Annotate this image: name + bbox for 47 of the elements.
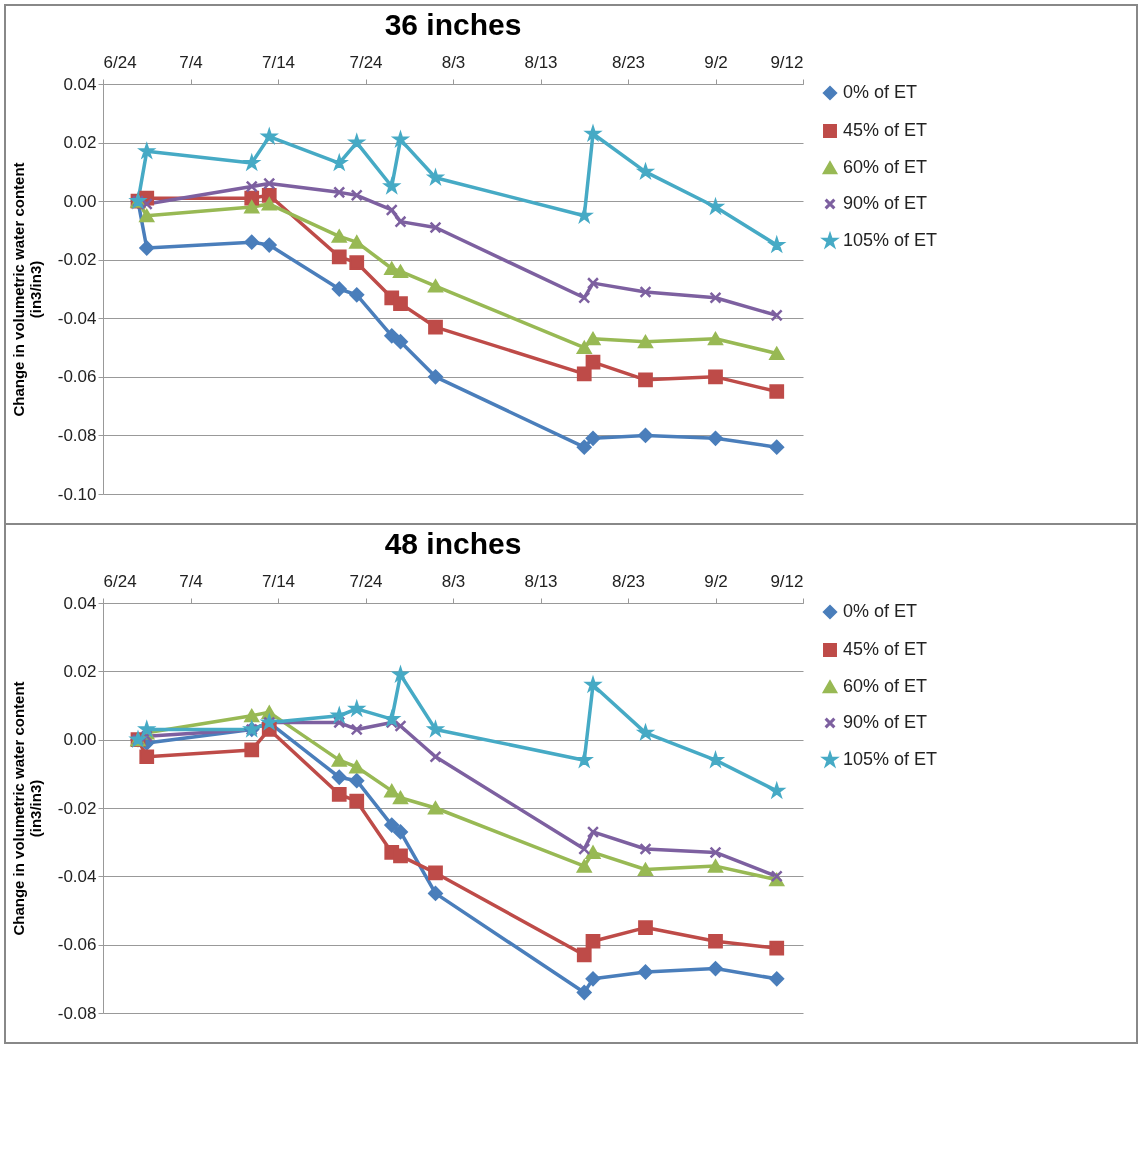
x-tick-label: 9/2 — [704, 571, 728, 591]
y-axis-title: Change in volumetric water content (in3/in3) — [9, 162, 44, 417]
legend-label: 90% of ET — [843, 712, 928, 732]
y-tick-label: 0.00 — [63, 730, 97, 750]
legend-label: 60% of ET — [843, 676, 928, 696]
legend-label: 60% of ET — [843, 157, 928, 177]
y-tick-label: 0.00 — [63, 191, 97, 211]
y-tick-label: -0.02 — [57, 798, 97, 818]
chart-title: 36 inches — [384, 8, 522, 41]
chart-title: 48 inches — [384, 527, 522, 560]
legend-label: 45% of ET — [843, 120, 928, 140]
y-tick-label: 0.04 — [63, 593, 97, 613]
x-tick-label: 8/3 — [441, 52, 466, 72]
y-tick-label: 0.02 — [63, 661, 97, 681]
x-tick-label: 7/14 — [261, 52, 296, 72]
x-tick-label: 8/23 — [611, 52, 646, 72]
x-tick-label: 7/4 — [179, 571, 203, 591]
legend-label: 45% of ET — [843, 639, 928, 659]
x-tick-label: 7/24 — [349, 571, 383, 591]
y-tick-label: -0.10 — [57, 484, 97, 504]
x-tick-label: 7/24 — [349, 52, 383, 72]
x-tick-label: 6/24 — [103, 571, 137, 591]
y-tick-label: -0.08 — [57, 425, 97, 445]
y-tick-label: 0.02 — [63, 133, 97, 153]
legend-label: 0% of ET — [843, 82, 918, 102]
y-axis-title: Change in volumetric water content (in3/in3) — [9, 681, 44, 936]
y-tick-label: -0.04 — [57, 866, 97, 886]
x-tick-label: 9/2 — [704, 52, 728, 72]
legend-label: 0% of ET — [843, 601, 918, 621]
y-tick-label: -0.04 — [57, 308, 97, 328]
x-tick-label: 8/13 — [524, 52, 558, 72]
legend-label: 105% of ET — [843, 749, 938, 769]
legend-label: 105% of ET — [843, 230, 938, 250]
y-tick-label: 0.04 — [63, 74, 97, 94]
x-tick-label: 7/4 — [179, 52, 203, 72]
x-tick-label: 9/12 — [770, 52, 804, 72]
legend-label: 90% of ET — [843, 193, 928, 213]
y-tick-label: -0.02 — [57, 250, 97, 270]
x-tick-label: 8/3 — [441, 571, 466, 591]
y-tick-label: -0.06 — [57, 367, 97, 387]
x-tick-label: 9/12 — [770, 571, 804, 591]
x-tick-label: 8/23 — [611, 571, 646, 591]
x-tick-label: 6/24 — [103, 52, 137, 72]
y-tick-label: -0.06 — [57, 935, 97, 955]
y-tick-label: -0.08 — [57, 1003, 97, 1023]
x-tick-label: 8/13 — [524, 571, 558, 591]
x-tick-label: 7/14 — [261, 571, 296, 591]
